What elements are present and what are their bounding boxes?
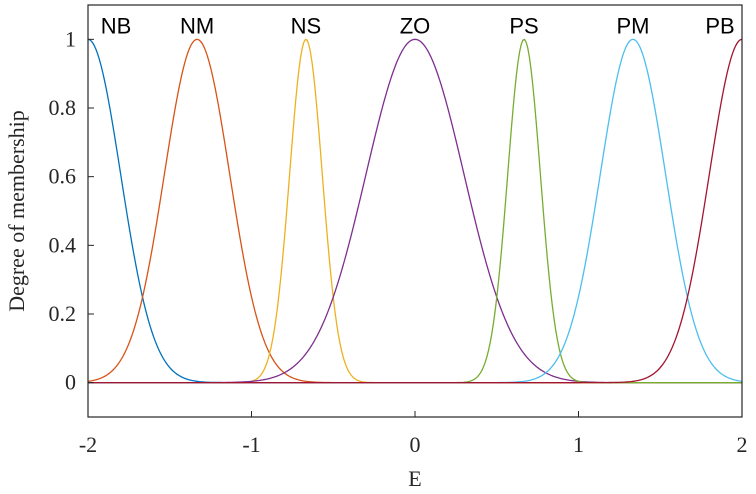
- x-tick-label: 0: [410, 432, 421, 457]
- series-label-nm: NM: [180, 13, 214, 38]
- series-label-nb: NB: [101, 13, 132, 38]
- x-tick-label: 2: [737, 432, 748, 457]
- y-axis-label: Degree of membership: [4, 110, 29, 312]
- x-axis-label: E: [408, 466, 421, 491]
- series-label-pm: PM: [616, 13, 649, 38]
- series-line-pb: [88, 38, 743, 384]
- y-tick-label: 0.4: [49, 232, 77, 257]
- x-tick-label: -1: [242, 432, 260, 457]
- x-tick-label: -2: [79, 432, 97, 457]
- y-tick-label: 0.6: [49, 164, 77, 189]
- series-label-pb: PB: [705, 13, 734, 38]
- y-tick-label: 1: [65, 26, 76, 51]
- series-labels: NB NM NS ZO PS PM PB: [101, 13, 735, 38]
- series-label-ns: NS: [291, 13, 322, 38]
- y-axis-ticks: 0 0.2 0.4 0.6 0.8 1: [49, 26, 94, 395]
- series-label-zo: ZO: [400, 13, 431, 38]
- x-axis-ticks: -2 -1 0 1 2: [79, 411, 748, 457]
- y-tick-label: 0.8: [49, 95, 77, 120]
- plot-background: [88, 5, 742, 417]
- y-tick-label: 0.2: [49, 301, 77, 326]
- series-label-ps: PS: [509, 13, 538, 38]
- y-tick-label: 0: [65, 370, 76, 395]
- x-tick-label: 1: [573, 432, 584, 457]
- series-curves: [87, 38, 743, 384]
